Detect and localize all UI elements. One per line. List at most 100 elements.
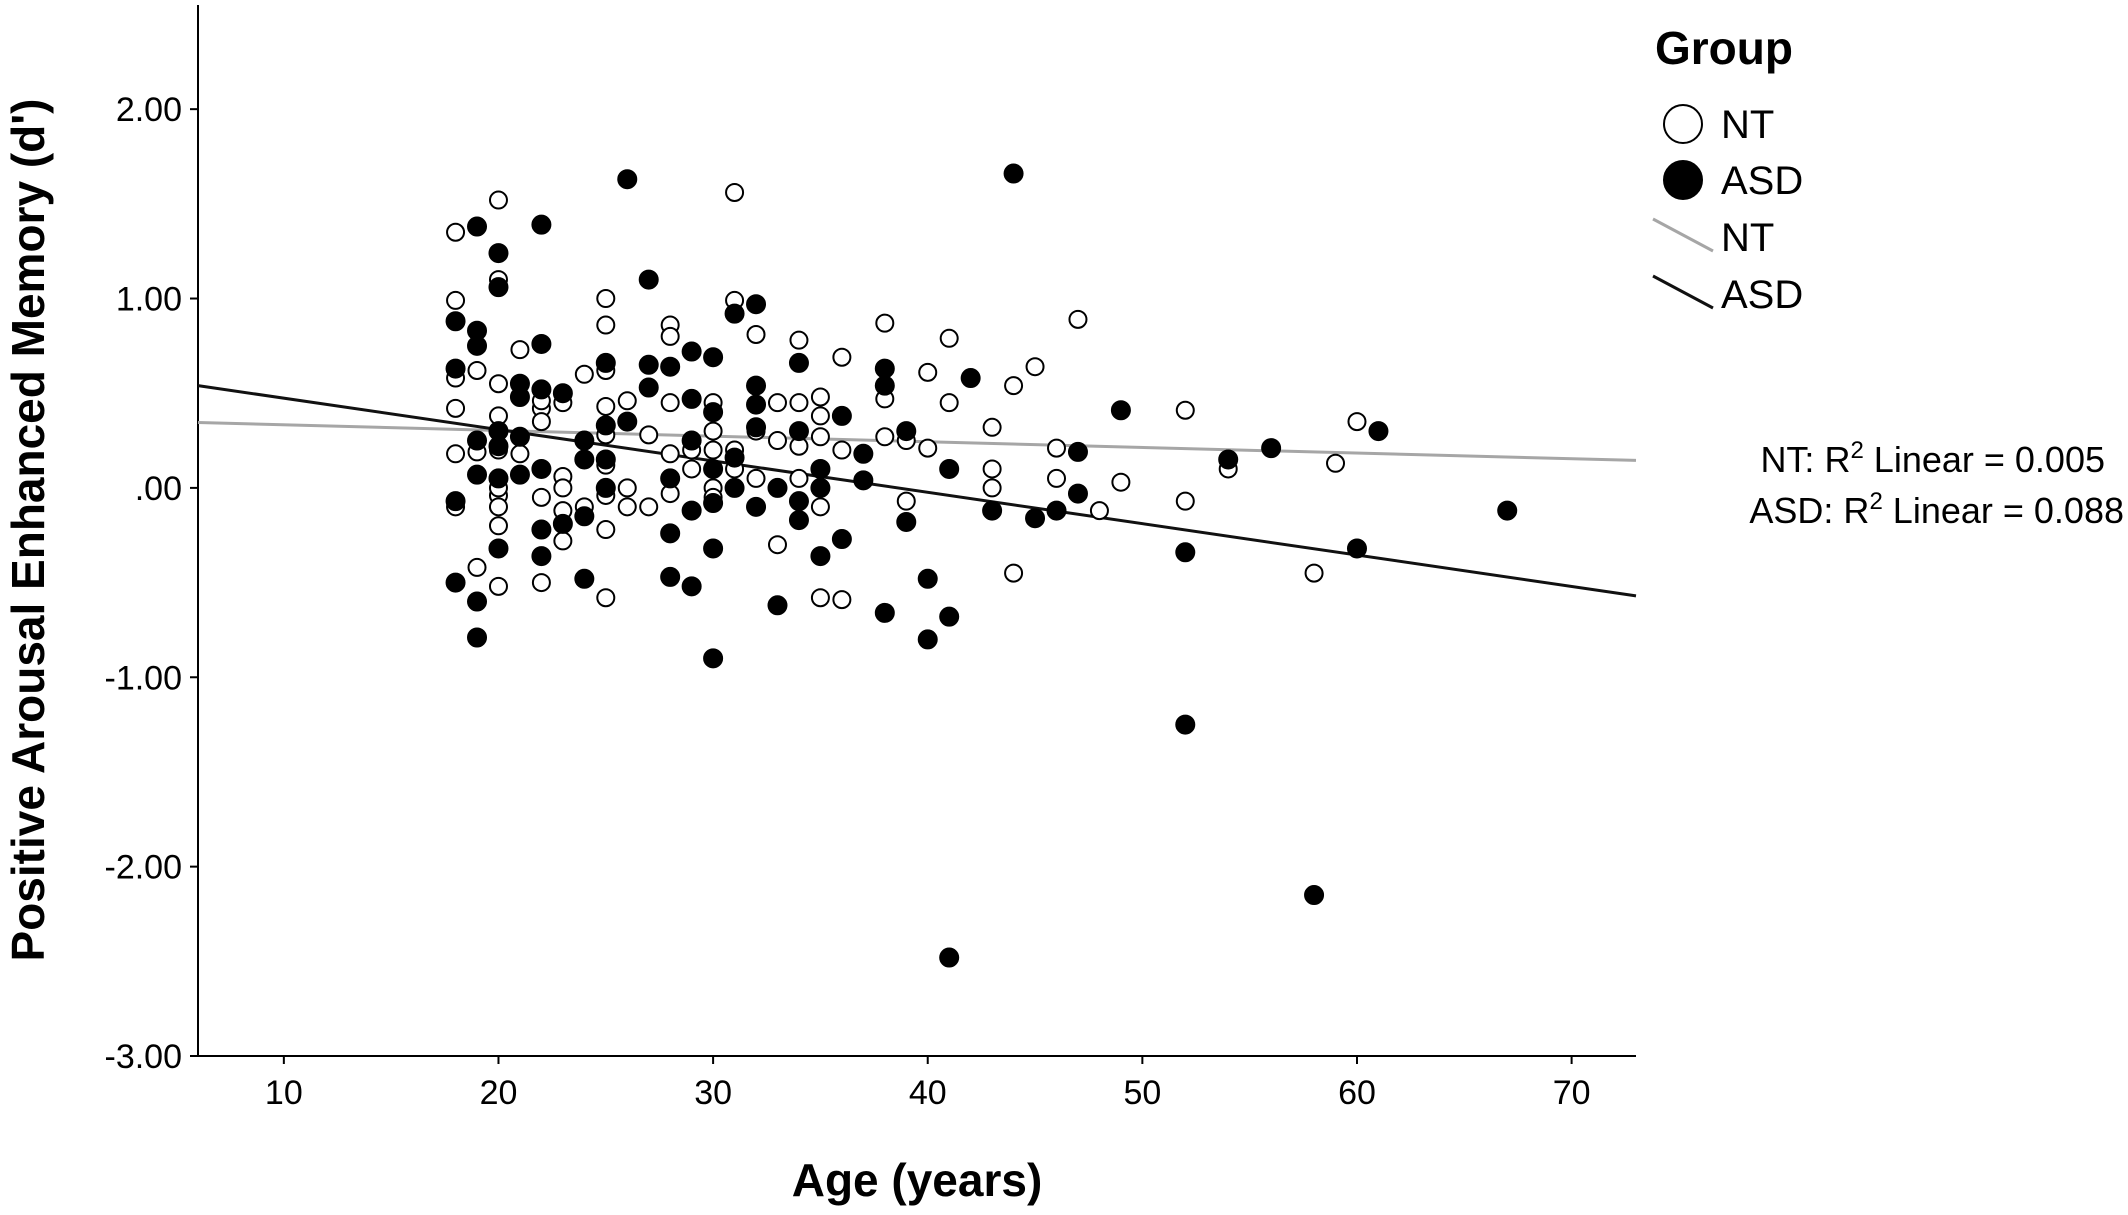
- asd-data-point: [595, 352, 616, 373]
- asd-data-point: [445, 358, 466, 379]
- asd-data-point: [874, 602, 895, 623]
- x-tick-label: 50: [1123, 1074, 1161, 1112]
- nt-data-point: [596, 396, 616, 416]
- nt-data-point: [639, 425, 659, 445]
- nt-data-point: [446, 398, 466, 418]
- asd-data-point: [917, 568, 938, 589]
- asd-data-point: [703, 402, 724, 423]
- asd-data-point: [617, 169, 638, 190]
- asd-data-point: [1003, 163, 1024, 184]
- asd-data-point: [1067, 441, 1088, 462]
- x-tick-label: 20: [480, 1074, 518, 1112]
- asd-data-point: [788, 352, 809, 373]
- nt-data-point: [767, 431, 787, 451]
- asd-data-point: [467, 335, 488, 356]
- asd-data-point: [531, 333, 552, 354]
- nt-data-point: [1304, 563, 1324, 583]
- fit-lines: [197, 384, 1637, 598]
- y-axis-title: Positive Arousal Enhanced Memory (d'): [2, 99, 54, 962]
- legend-nt-line-label: NT: [1721, 216, 1774, 260]
- x-tick-label: 10: [265, 1074, 303, 1112]
- asd-data-point: [681, 430, 702, 451]
- asd-data-point: [788, 491, 809, 512]
- asd-data-point: [1304, 885, 1325, 906]
- y-tick-label: -2.00: [105, 849, 183, 887]
- nt-data-point: [789, 330, 809, 350]
- nt-data-point: [617, 497, 637, 517]
- y-tick-label: .00: [135, 470, 182, 508]
- asd-data-point: [638, 377, 659, 398]
- y-tick-label: -1.00: [105, 659, 183, 697]
- nt-data-point: [660, 326, 680, 346]
- asd-data-point: [531, 379, 552, 400]
- asd-data-point: [853, 443, 874, 464]
- asd-data-point: [703, 493, 724, 514]
- asd-data-point: [1025, 508, 1046, 529]
- nt-data-point: [832, 347, 852, 367]
- asd-data-point: [681, 388, 702, 409]
- nt-data-point: [810, 497, 830, 517]
- nt-r2-annotation: NT: R2 Linear = 0.005: [1760, 437, 2105, 480]
- y-tick-label: 2.00: [116, 91, 182, 129]
- nt-data-point: [918, 438, 938, 458]
- nt-data-point: [982, 478, 1002, 498]
- asd-data-point: [681, 500, 702, 521]
- asd-data-point: [831, 405, 852, 426]
- asd-data-point: [488, 538, 509, 559]
- nt-data-point: [639, 497, 659, 517]
- asd-data-point: [831, 529, 852, 550]
- nt-data-point: [725, 182, 745, 202]
- asd-data-point: [1175, 714, 1196, 735]
- nt-data-point: [746, 325, 766, 345]
- asd-data-point: [445, 491, 466, 512]
- nt-data-point: [1089, 501, 1109, 521]
- nt-data-point: [617, 478, 637, 498]
- asd-data-point: [788, 510, 809, 531]
- nt-data-point: [939, 393, 959, 413]
- legend-asd-line-icon: [1652, 274, 1714, 310]
- nt-data-point: [767, 393, 787, 413]
- nt-data-point: [982, 459, 1002, 479]
- asd-data-point: [982, 500, 1003, 521]
- asd-data-point: [681, 576, 702, 597]
- asd-data-point: [595, 477, 616, 498]
- x-tick-label: 70: [1553, 1074, 1591, 1112]
- y-axis-ticks: 2.00 1.00 .00 -1.00 -2.00 -3.00: [105, 91, 198, 1076]
- y-tick-label: 1.00: [116, 281, 182, 319]
- nt-data-point: [488, 516, 508, 536]
- asd-data-point: [703, 538, 724, 559]
- asd-data-point: [488, 468, 509, 489]
- plot-area: 2.00 1.00 .00 -1.00 -2.00 -3.00 10 20 30 40 50 60 7…: [105, 5, 1637, 1112]
- asd-data-point: [445, 311, 466, 332]
- nt-data-point: [510, 340, 530, 360]
- asd-data-point: [917, 629, 938, 650]
- nt-data-point: [746, 468, 766, 488]
- legend-title: Group: [1655, 22, 1793, 74]
- nt-data-point: [875, 313, 895, 333]
- nt-data-point: [1068, 309, 1088, 329]
- asd-data-point: [746, 294, 767, 315]
- asd-data-point: [552, 383, 573, 404]
- asd-data-point: [488, 243, 509, 264]
- nt-data-point: [703, 421, 723, 441]
- nt-data-point: [875, 427, 895, 447]
- y-tick-label: -3.00: [105, 1038, 183, 1076]
- asd-data-point: [960, 368, 981, 389]
- asd-data-point: [939, 606, 960, 627]
- asd-data-point: [467, 430, 488, 451]
- asd-data-point: [509, 386, 530, 407]
- x-tick-label: 30: [694, 1074, 732, 1112]
- nt-data-point: [596, 289, 616, 309]
- nt-data-point: [553, 531, 573, 551]
- asd-data-point: [746, 375, 767, 396]
- nt-data-point: [1175, 400, 1195, 420]
- legend: Group NT ASD NT ASD: [1652, 22, 1803, 317]
- asd-data-point: [681, 341, 702, 362]
- asd-data-point: [1346, 538, 1367, 559]
- x-tick-label: 40: [909, 1074, 947, 1112]
- asd-data-point: [1497, 500, 1518, 521]
- legend-asd-marker-label: ASD: [1721, 159, 1803, 203]
- asd-data-point: [746, 394, 767, 415]
- nt-data-point: [553, 478, 573, 498]
- nt-data-point: [810, 406, 830, 426]
